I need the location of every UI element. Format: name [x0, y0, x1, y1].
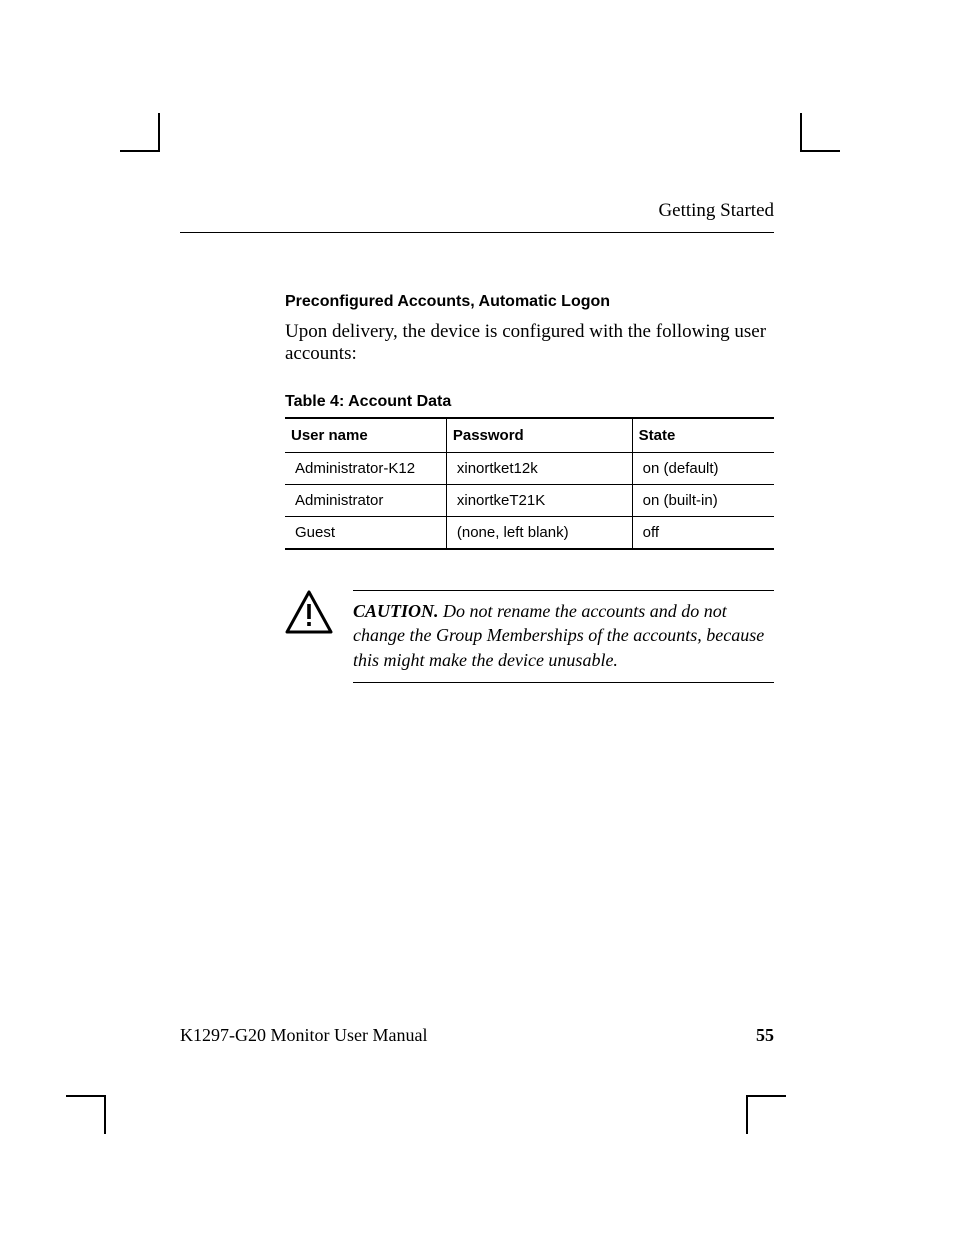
table-row: Administrator-K12 xinortket12k on (defau…	[285, 453, 774, 485]
table-cell: Administrator-K12	[285, 453, 446, 485]
table-cell: off	[632, 517, 774, 550]
crop-mark	[66, 1095, 106, 1097]
table-cell: (none, left blank)	[446, 517, 632, 550]
table-row: Administrator xinortkeT21K on (built-in)	[285, 485, 774, 517]
content-area: Getting Started Preconfigured Accounts, …	[180, 200, 774, 683]
table-header-cell: State	[632, 418, 774, 453]
running-head: Getting Started	[180, 200, 774, 233]
table-cell: Guest	[285, 517, 446, 550]
caution-icon	[285, 590, 333, 639]
crop-mark	[746, 1095, 786, 1097]
crop-mark	[104, 1095, 106, 1134]
crop-mark	[120, 150, 160, 152]
table-header-row: User name Password State	[285, 418, 774, 453]
table-header-cell: Password	[446, 418, 632, 453]
page-footer: K1297-G20 Monitor User Manual 55	[180, 1025, 774, 1046]
crop-mark	[800, 150, 840, 152]
caution-block: CAUTION. Do not rename the accounts and …	[285, 590, 774, 683]
crop-mark	[800, 113, 802, 152]
table-header-cell: User name	[285, 418, 446, 453]
table-cell: on (default)	[632, 453, 774, 485]
table-cell: xinortkeT21K	[446, 485, 632, 517]
caution-text: CAUTION. Do not rename the accounts and …	[353, 590, 774, 683]
caution-keyword: CAUTION.	[353, 601, 439, 621]
crop-mark	[158, 113, 160, 152]
account-table: User name Password State Administrator-K…	[285, 417, 774, 550]
table-cell: Administrator	[285, 485, 446, 517]
table-cell: on (built-in)	[632, 485, 774, 517]
section-body: Preconfigured Accounts, Automatic Logon …	[285, 293, 774, 683]
section-subhead: Preconfigured Accounts, Automatic Logon	[285, 293, 774, 311]
section-intro: Upon delivery, the device is configured …	[285, 321, 774, 365]
table-caption: Table 4: Account Data	[285, 393, 774, 411]
table-row: Guest (none, left blank) off	[285, 517, 774, 550]
table-cell: xinortket12k	[446, 453, 632, 485]
footer-page-number: 55	[756, 1025, 774, 1046]
crop-mark	[746, 1095, 748, 1134]
footer-manual-title: K1297-G20 Monitor User Manual	[180, 1025, 427, 1046]
page: Getting Started Preconfigured Accounts, …	[0, 0, 954, 1235]
